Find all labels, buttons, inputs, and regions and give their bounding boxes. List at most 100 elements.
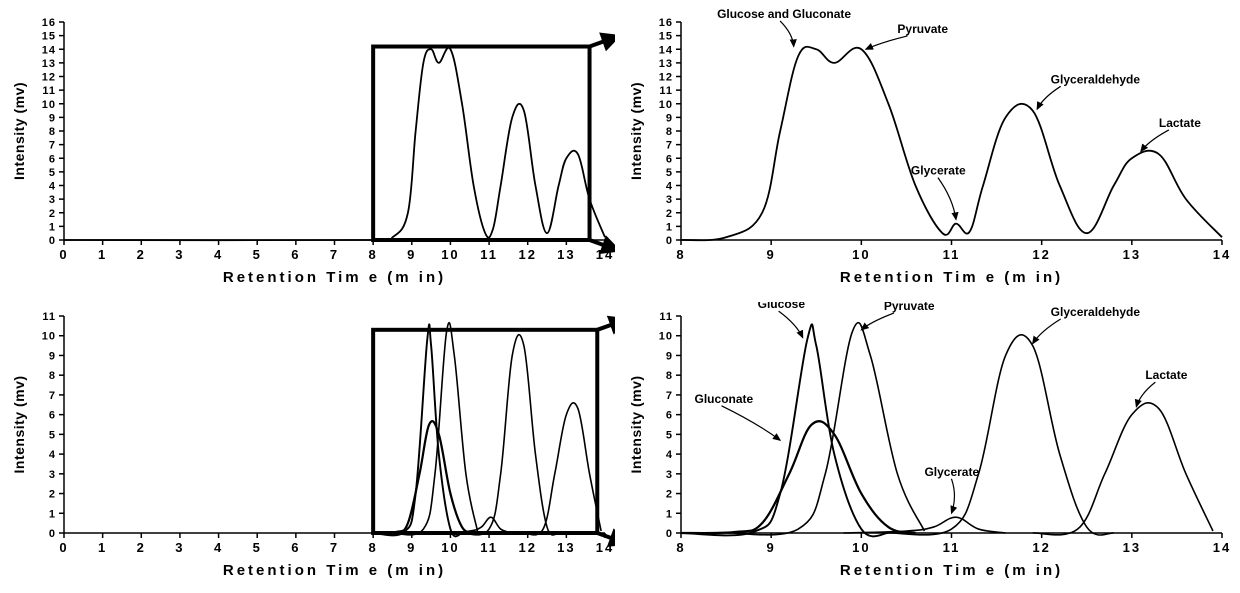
svg-text:8: 8 — [676, 540, 685, 555]
x-axis-label: Retention Tim e (m in) — [223, 562, 446, 579]
svg-text:0: 0 — [49, 235, 56, 247]
series-0 — [64, 48, 605, 241]
annotation-arrow — [722, 406, 781, 440]
svg-text:14: 14 — [596, 540, 614, 555]
svg-text:12: 12 — [659, 72, 673, 84]
svg-text:0: 0 — [666, 235, 673, 247]
svg-text:14: 14 — [1213, 540, 1231, 555]
svg-text:2: 2 — [49, 208, 56, 220]
panel-bottom-left: 0123456789101112131401234567891011Retent… — [8, 302, 615, 585]
svg-text:6: 6 — [291, 540, 300, 555]
svg-text:3: 3 — [175, 540, 184, 555]
svg-text:10: 10 — [659, 99, 673, 111]
x-axis-label: Retention Tim e (m in) — [840, 562, 1063, 579]
annotation-glucose-and-gluconate: Glucose and Gluconate — [717, 8, 851, 21]
svg-text:11: 11 — [480, 540, 498, 555]
svg-text:9: 9 — [49, 350, 56, 362]
svg-text:10: 10 — [42, 99, 56, 111]
svg-text:8: 8 — [666, 370, 673, 382]
svg-text:1: 1 — [98, 247, 107, 262]
svg-text:8: 8 — [666, 126, 673, 138]
svg-text:8: 8 — [49, 370, 56, 382]
svg-text:13: 13 — [659, 58, 673, 70]
svg-text:13: 13 — [42, 58, 56, 70]
svg-text:12: 12 — [42, 72, 56, 84]
x-axis-label: Retention Tim e (m in) — [840, 269, 1063, 286]
svg-text:2: 2 — [666, 489, 673, 501]
svg-text:1: 1 — [98, 540, 107, 555]
svg-text:10: 10 — [852, 247, 870, 262]
svg-text:6: 6 — [49, 153, 56, 165]
chart-bottom-right: 89101112131401234567891011Retention Tim … — [625, 302, 1232, 585]
svg-text:6: 6 — [291, 247, 300, 262]
svg-text:9: 9 — [49, 112, 56, 124]
svg-text:5: 5 — [253, 540, 262, 555]
svg-text:2: 2 — [666, 208, 673, 220]
svg-text:10: 10 — [852, 540, 870, 555]
svg-text:16: 16 — [42, 17, 56, 29]
svg-text:13: 13 — [557, 540, 575, 555]
svg-text:7: 7 — [49, 140, 56, 152]
svg-text:14: 14 — [659, 44, 673, 56]
chart-top-right: 891011121314012345678910111213141516Rete… — [625, 8, 1232, 292]
svg-text:2: 2 — [49, 489, 56, 501]
svg-text:4: 4 — [666, 449, 673, 461]
svg-text:13: 13 — [1123, 247, 1141, 262]
series-4 — [462, 335, 559, 535]
annotation-glycerate: Glycerate — [911, 164, 966, 178]
svg-text:4: 4 — [666, 181, 673, 193]
svg-text:9: 9 — [767, 247, 776, 262]
svg-text:13: 13 — [1123, 540, 1141, 555]
svg-text:4: 4 — [49, 449, 56, 461]
svg-text:8: 8 — [49, 126, 56, 138]
svg-text:10: 10 — [441, 247, 459, 262]
series-0 — [373, 324, 462, 536]
annotation-arrow — [780, 21, 794, 47]
y-axis-label: Intensity (mv) — [628, 375, 644, 473]
series-4 — [888, 335, 1113, 535]
svg-text:5: 5 — [253, 247, 262, 262]
svg-text:16: 16 — [659, 17, 673, 29]
annotation-arrow — [1033, 319, 1061, 344]
annotation-glycerate: Glycerate — [924, 465, 979, 479]
annotation-arrow — [938, 178, 956, 220]
svg-text:4: 4 — [49, 181, 56, 193]
svg-text:11: 11 — [659, 85, 673, 97]
svg-text:5: 5 — [666, 429, 673, 441]
chart-top-left: 0123456789101112131401234567891011121314… — [8, 8, 615, 292]
svg-text:0: 0 — [59, 247, 68, 262]
svg-text:2: 2 — [137, 247, 146, 262]
svg-text:8: 8 — [369, 540, 378, 555]
series-1 — [681, 421, 915, 533]
svg-text:4: 4 — [214, 540, 223, 555]
series-2 — [392, 323, 477, 535]
y-axis-label: Intensity (mv) — [628, 82, 644, 180]
svg-text:5: 5 — [49, 429, 56, 441]
svg-text:1: 1 — [666, 508, 673, 520]
svg-text:8: 8 — [369, 247, 378, 262]
svg-text:7: 7 — [49, 390, 56, 402]
svg-text:0: 0 — [49, 528, 56, 540]
svg-text:7: 7 — [666, 390, 673, 402]
svg-text:3: 3 — [49, 194, 56, 206]
chart-grid: 0123456789101112131401234567891011121314… — [8, 8, 1232, 585]
svg-text:3: 3 — [49, 469, 56, 481]
svg-text:5: 5 — [666, 167, 673, 179]
svg-text:2: 2 — [137, 540, 146, 555]
annotation-arrow — [1141, 130, 1169, 152]
svg-text:12: 12 — [518, 247, 536, 262]
annotation-pyruvate: Pyruvate — [897, 22, 948, 36]
series-0 — [681, 47, 1222, 241]
svg-text:9: 9 — [407, 540, 416, 555]
svg-text:7: 7 — [330, 247, 339, 262]
panel-bottom-right: 89101112131401234567891011Retention Tim … — [625, 302, 1232, 585]
svg-text:11: 11 — [480, 247, 498, 262]
svg-text:11: 11 — [659, 311, 673, 323]
svg-text:11: 11 — [42, 85, 56, 97]
svg-text:9: 9 — [666, 350, 673, 362]
zoom-box — [373, 330, 597, 533]
svg-text:1: 1 — [49, 508, 56, 520]
svg-text:11: 11 — [42, 311, 56, 323]
y-axis-label: Intensity (mv) — [11, 82, 27, 180]
svg-text:7: 7 — [666, 140, 673, 152]
